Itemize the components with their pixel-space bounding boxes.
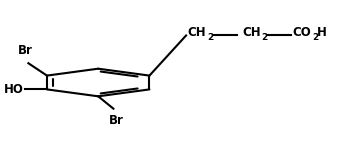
Text: CO: CO xyxy=(293,27,311,39)
Text: CH: CH xyxy=(242,27,260,39)
Text: 2: 2 xyxy=(312,33,318,42)
Text: 2: 2 xyxy=(207,33,213,42)
Text: Br: Br xyxy=(109,115,124,127)
Text: Br: Br xyxy=(18,44,32,57)
Text: H: H xyxy=(317,27,327,39)
Text: 2: 2 xyxy=(261,33,267,42)
Text: CH: CH xyxy=(188,27,206,39)
Text: HO: HO xyxy=(3,83,23,96)
